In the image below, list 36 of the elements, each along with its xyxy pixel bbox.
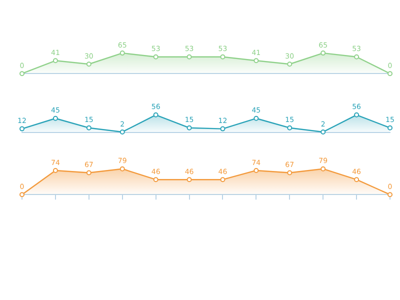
point (287, 125, 292, 130)
point (153, 177, 158, 182)
point (354, 54, 360, 60)
point (254, 116, 259, 121)
point (52, 168, 58, 173)
point (354, 112, 360, 118)
point (86, 62, 92, 67)
point (320, 129, 326, 134)
point (153, 54, 158, 60)
point (388, 125, 392, 130)
point (287, 62, 292, 67)
point (186, 177, 192, 182)
point (20, 71, 24, 76)
point (220, 126, 226, 132)
point (220, 177, 226, 182)
point (52, 58, 58, 64)
point (120, 129, 125, 134)
point (20, 126, 24, 132)
point (388, 192, 392, 198)
point (320, 166, 326, 172)
point (153, 112, 158, 118)
point (186, 125, 192, 130)
point (86, 170, 92, 176)
point (20, 192, 24, 198)
point (254, 58, 259, 64)
point (86, 125, 92, 130)
point (220, 54, 226, 60)
point (320, 50, 326, 56)
point (186, 54, 192, 60)
point (52, 116, 58, 121)
point (120, 50, 125, 56)
point (354, 177, 360, 182)
point (254, 168, 259, 173)
point (287, 170, 292, 176)
point (120, 166, 125, 172)
point (388, 71, 392, 76)
